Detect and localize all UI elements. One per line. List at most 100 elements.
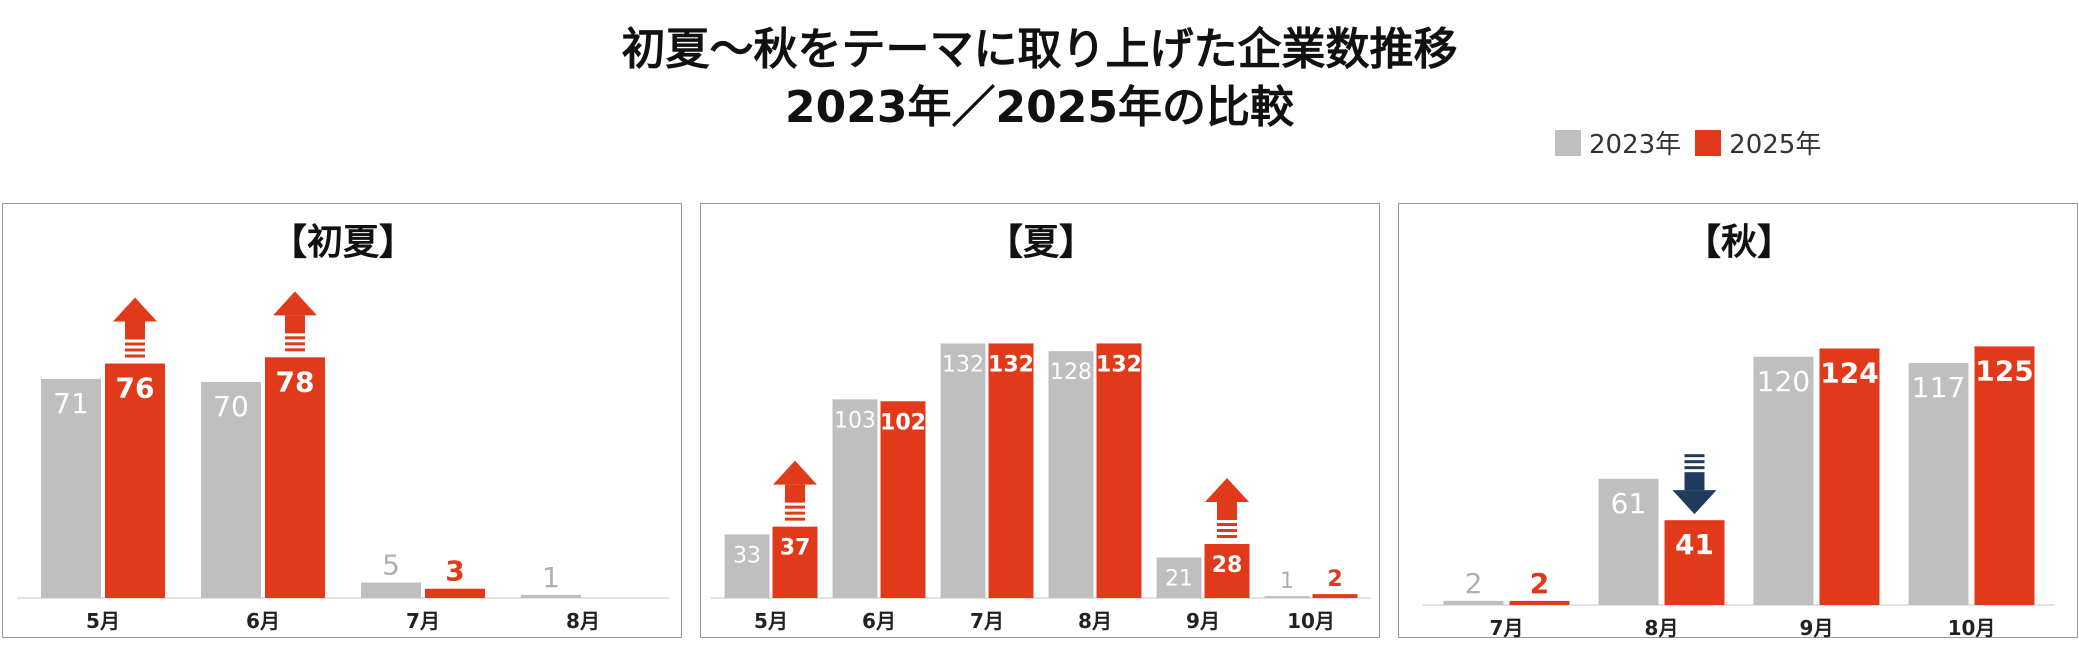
arrow-stripe [1217, 529, 1237, 532]
arrow-stripe [1684, 454, 1705, 458]
data-label-2025: 78 [276, 365, 315, 398]
x-tick-label: 9月 [1800, 616, 1834, 639]
data-label-2025: 41 [1675, 528, 1714, 561]
up-arrow-icon [773, 460, 817, 521]
arrow-stripe [1217, 535, 1237, 538]
data-label-2023: 103 [834, 408, 876, 433]
x-tick-label: 6月 [862, 609, 896, 633]
x-tick-label: 5月 [86, 609, 120, 633]
bar-2023 [1753, 356, 1814, 605]
arrow-stripe [125, 342, 145, 346]
data-label-2023: 21 [1165, 567, 1193, 592]
data-label-2025: 3 [445, 555, 464, 588]
bar-2023 [361, 582, 421, 598]
data-label-2025: 2 [1530, 567, 1549, 600]
x-tick-label: 7月 [1490, 616, 1524, 639]
bar-2023 [41, 378, 101, 598]
data-label-2023: 70 [213, 390, 249, 423]
arrow-stripe [785, 511, 805, 515]
data-label-2023: 33 [733, 543, 761, 568]
up-arrow-icon [273, 291, 317, 352]
bar-2025 [772, 526, 818, 598]
data-label-2023: 132 [942, 352, 984, 377]
data-label-2023: 120 [1757, 365, 1810, 398]
x-tick-label: 5月 [754, 609, 788, 633]
chart-title-line2: 2023年／2025年の比較 [785, 82, 1294, 133]
bar-2025 [105, 363, 165, 598]
x-tick-label: 10月 [1287, 609, 1335, 633]
arrow-stripe [125, 348, 145, 352]
arrow-stripe [285, 342, 305, 346]
x-tick-label: 7月 [970, 609, 1004, 633]
legend-swatch-2025 [1695, 129, 1722, 156]
panel-title: 【秋】 [1685, 222, 1793, 263]
x-tick-label: 6月 [246, 609, 280, 633]
bar-2023 [201, 382, 261, 598]
legend-label-2023: 2023年 [1589, 130, 1682, 160]
up-arrow-icon [1205, 478, 1249, 538]
data-label-2023: 128 [1050, 360, 1092, 385]
data-label-2025: 132 [1096, 352, 1142, 377]
arrow-stem [1217, 502, 1237, 520]
data-label-2025: 28 [1212, 553, 1243, 578]
bar-2025 [1204, 544, 1250, 598]
arrow-stripe [1217, 523, 1237, 526]
panel-summer: 【夏】 5月 33 37 6月 103 102 7月 132 132 8月 128 132 9月 21 28 1… [700, 203, 1380, 638]
bar-2025 [1819, 348, 1880, 605]
x-tick-label: 7月 [406, 609, 440, 633]
x-tick-label: 8月 [1645, 616, 1679, 639]
bar-2025 [1664, 520, 1725, 605]
data-label-2023: 1 [1280, 569, 1294, 594]
bar-2023 [940, 343, 986, 598]
down-arrow-icon [1672, 454, 1717, 515]
bar-2023 [1598, 478, 1659, 605]
data-label-2025: 102 [880, 410, 926, 435]
data-label-2025: 76 [116, 371, 155, 404]
bar-2025 [1509, 600, 1570, 605]
bar-2025 [1312, 594, 1358, 598]
panel-early-summer: 【初夏】 5月 71 76 6月 70 78 7月 5 3 8月 1 [2, 203, 682, 638]
panel-autumn: 【秋】 7月 2 2 8月 61 41 9月 120 124 10月 117 125 [1398, 203, 2078, 639]
bar-2023 [1264, 596, 1310, 598]
legend-item-2025: 2025年 [1695, 124, 1821, 161]
arrow-head [773, 460, 817, 485]
x-tick-label: 9月 [1186, 609, 1220, 633]
arrow-head [273, 291, 317, 316]
data-label-2023: 1 [542, 561, 560, 594]
arrow-stripe [785, 505, 805, 509]
data-label-2025: 124 [1820, 356, 1878, 389]
data-label-2023: 5 [382, 549, 400, 582]
chart-autumn: 【秋】 7月 2 2 8月 61 41 9月 120 124 10月 117 125 [1423, 222, 2055, 639]
panel-title: 【夏】 [987, 222, 1095, 263]
legend-swatch-2023 [1555, 129, 1581, 156]
legend-item-2023: 2023年 [1555, 124, 1681, 161]
arrow-stripe [1684, 460, 1705, 464]
arrow-stem [1684, 472, 1705, 491]
legend-label-2025: 2025年 [1729, 130, 1822, 160]
arrow-stem [785, 484, 805, 503]
arrow-head [1672, 490, 1717, 515]
bar-2023 [1443, 600, 1504, 605]
x-tick-label: 8月 [566, 609, 600, 633]
arrow-stripe [285, 336, 305, 340]
arrow-head [1205, 478, 1249, 502]
bar-2025 [988, 343, 1034, 598]
bar-2023 [724, 534, 770, 598]
bar-2023 [1048, 351, 1094, 598]
up-arrow-icon [113, 297, 157, 358]
data-label-2025: 132 [988, 352, 1034, 377]
bar-2025 [880, 401, 926, 598]
chart-title-line1: 初夏〜秋をテーマに取り上げた企業数推移 [621, 24, 1458, 75]
data-label-2025: 2 [1327, 567, 1342, 592]
data-label-2023: 117 [1912, 371, 1965, 404]
x-tick-label: 10月 [1948, 616, 1996, 639]
arrow-stem [285, 315, 305, 334]
data-label-2023: 61 [1611, 487, 1647, 520]
arrow-stripe [785, 517, 805, 521]
chart-early-summer: 【初夏】 5月 71 76 6月 70 78 7月 5 3 8月1 [17, 222, 669, 633]
data-label-2023: 71 [53, 387, 89, 420]
arrow-stripe [1684, 466, 1705, 470]
x-tick-label: 8月 [1078, 609, 1112, 633]
data-label-2023: 2 [1465, 567, 1483, 600]
